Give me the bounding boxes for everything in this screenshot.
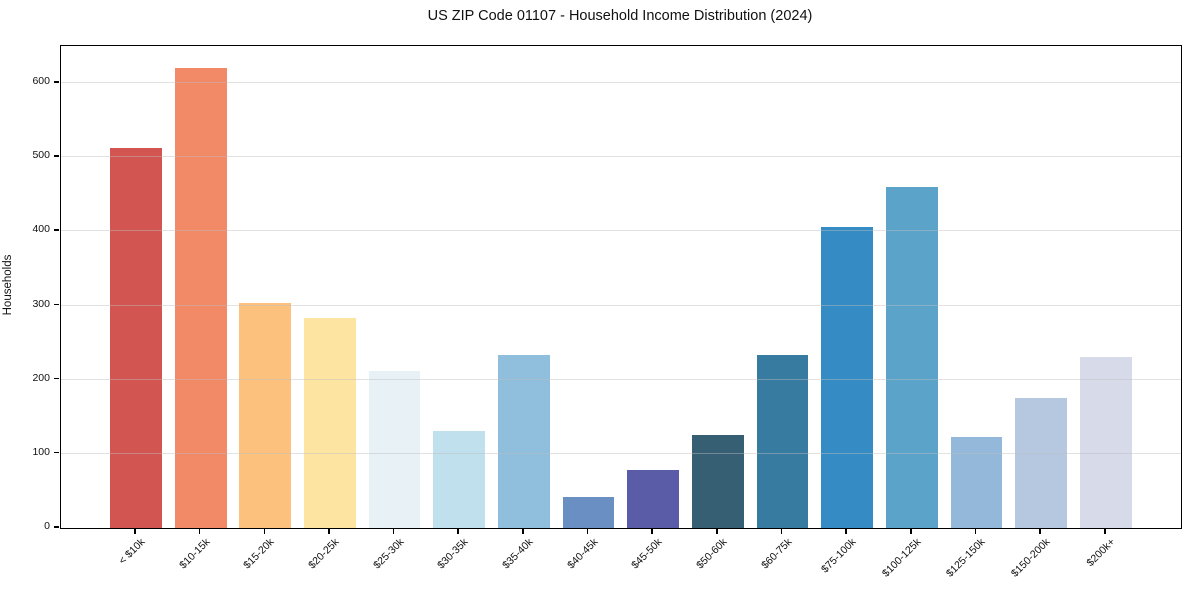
bar bbox=[304, 318, 356, 528]
gridline bbox=[61, 304, 1181, 306]
y-tick-mark bbox=[54, 377, 59, 380]
x-tick-mark bbox=[263, 528, 266, 534]
x-tick-mark bbox=[1039, 528, 1041, 534]
bar bbox=[433, 430, 486, 528]
gridline bbox=[61, 452, 1181, 454]
y-tick-label: 0 bbox=[44, 520, 50, 532]
bar bbox=[110, 148, 162, 528]
bar bbox=[821, 226, 873, 528]
bar bbox=[756, 355, 809, 528]
x-tick-mark bbox=[134, 528, 136, 534]
y-tick-mark bbox=[54, 229, 59, 231]
bar bbox=[562, 496, 615, 528]
x-tick-mark bbox=[457, 528, 460, 534]
x-tick-mark bbox=[845, 528, 847, 534]
x-tick-label: < $10k bbox=[116, 536, 148, 567]
x-tick-mark bbox=[780, 528, 783, 534]
x-tick-mark bbox=[716, 528, 718, 534]
gridline bbox=[61, 230, 1181, 232]
y-tick-mark bbox=[54, 526, 59, 528]
bar bbox=[368, 370, 421, 528]
x-tick-mark bbox=[910, 528, 912, 534]
bar bbox=[627, 470, 680, 528]
y-tick-mark bbox=[54, 451, 59, 454]
y-tick-label: 200 bbox=[32, 371, 50, 384]
x-tick-mark bbox=[328, 528, 330, 534]
bar bbox=[950, 436, 1003, 528]
y-axis-label: Households bbox=[2, 254, 14, 316]
y-tick-label: 500 bbox=[32, 149, 50, 162]
chart-title: US ZIP Code 01107 - Household Income Dis… bbox=[427, 8, 813, 24]
x-tick-mark bbox=[651, 528, 653, 534]
gridline bbox=[61, 82, 1181, 84]
y-tick-label: 400 bbox=[32, 223, 50, 236]
bar bbox=[498, 355, 550, 528]
x-tick-mark bbox=[586, 528, 589, 534]
y-tick-mark bbox=[54, 81, 59, 83]
y-tick-label: 100 bbox=[32, 445, 50, 458]
gridline bbox=[61, 378, 1181, 380]
y-tick-label: 600 bbox=[32, 75, 50, 88]
x-tick-mark bbox=[522, 528, 524, 534]
y-tick-mark bbox=[54, 155, 59, 157]
gridline bbox=[61, 156, 1181, 158]
x-tick-mark bbox=[1103, 528, 1106, 534]
y-tick-label: 300 bbox=[32, 297, 50, 310]
y-tick-mark bbox=[54, 303, 59, 306]
plot-area bbox=[60, 45, 1182, 529]
bar bbox=[885, 186, 938, 528]
bar bbox=[239, 302, 292, 528]
x-tick-mark bbox=[392, 528, 395, 534]
bar bbox=[1079, 357, 1132, 528]
bar bbox=[174, 68, 227, 528]
bar bbox=[691, 434, 744, 528]
x-tick-mark bbox=[974, 528, 977, 534]
bar bbox=[1015, 398, 1067, 528]
x-tick-mark bbox=[198, 528, 201, 534]
